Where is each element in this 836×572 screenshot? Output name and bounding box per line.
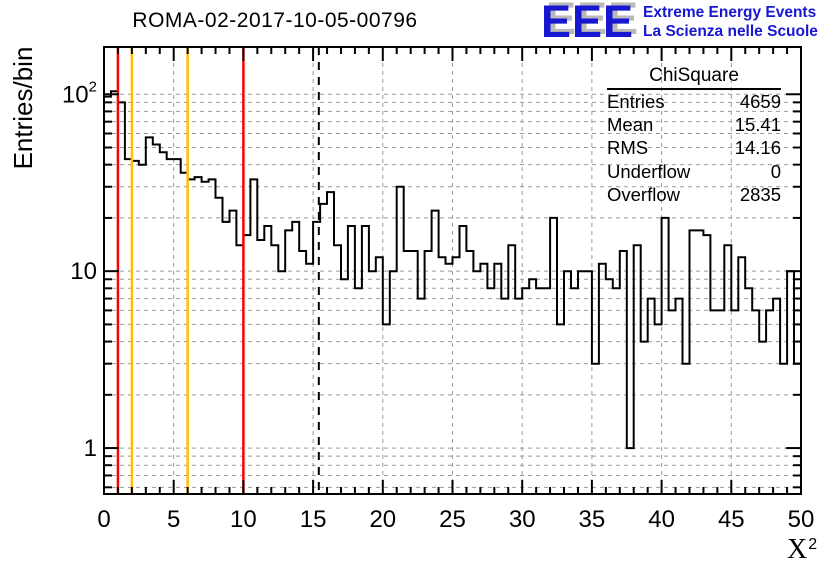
stats-row-underflow: Underflow 0 <box>607 160 781 183</box>
x-tick-label: 10 <box>230 506 257 533</box>
stats-value: 2835 <box>739 183 781 205</box>
stats-box: ChiSquare Entries 4659 Mean 15.41 RMS 14… <box>607 65 781 206</box>
y-tick-label: 1 <box>84 435 97 462</box>
x-tick-label: 20 <box>369 506 396 533</box>
stats-box-title: ChiSquare <box>607 65 781 90</box>
x-tick-label: 45 <box>718 506 745 533</box>
stats-row-overflow: Overflow 2835 <box>607 183 781 206</box>
y-tick-label: 10 <box>70 258 97 285</box>
y-axis-title: Entries/bin <box>8 46 38 170</box>
eee-logo-line1: Extreme Energy Events <box>643 4 817 21</box>
histogram-line <box>104 90 802 494</box>
stats-value: 4659 <box>739 91 781 112</box>
x-tick-label: 40 <box>648 506 675 533</box>
x-tick-label: 50 <box>788 506 815 533</box>
x-tick-label: 25 <box>439 506 466 533</box>
stats-value: 0 <box>770 160 781 182</box>
stats-label: Entries <box>607 91 665 112</box>
x-tick-label: 0 <box>97 506 110 533</box>
x-axis-title-base: X <box>787 534 808 565</box>
y-tick-label: 102 <box>62 78 97 108</box>
plot-title: ROMA-02-2017-10-05-00796 <box>132 9 418 32</box>
stats-value: 14.16 <box>734 137 781 159</box>
x-tick-label: 5 <box>167 506 180 533</box>
eee-logo-text: Extreme Energy Events La Scienza nelle S… <box>643 1 818 41</box>
x-axis-title: X2 <box>787 534 818 566</box>
stats-label: Underflow <box>607 160 691 182</box>
stats-label: Mean <box>607 114 654 136</box>
stats-label: Overflow <box>607 183 680 205</box>
stats-row-entries: Entries 4659 <box>607 90 781 113</box>
eee-logo-line2: La Scienza nelle Scuole <box>643 22 818 40</box>
stats-label: RMS <box>607 137 649 159</box>
x-axis-title-exponent: 2 <box>808 535 818 553</box>
x-tick-label: 15 <box>300 506 327 533</box>
eee-logo: EEE Extreme Energy Events La Scienza nel… <box>541 0 818 47</box>
eee-logo-acronym: EEE <box>541 0 635 47</box>
x-tick-label: 35 <box>579 506 606 533</box>
stats-row-mean: Mean 15.41 <box>607 113 781 136</box>
x-tick-label: 30 <box>509 506 536 533</box>
stats-row-rms: RMS 14.16 <box>607 136 781 159</box>
stats-value: 15.41 <box>734 114 781 136</box>
